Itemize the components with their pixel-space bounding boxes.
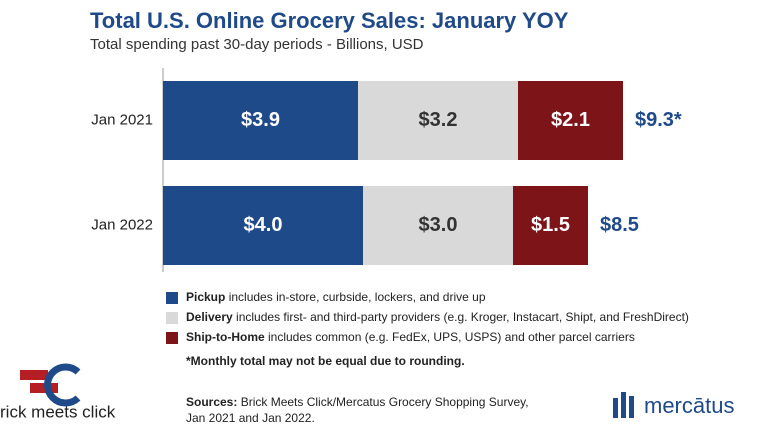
- logo-shape: [629, 396, 634, 418]
- source-label: Sources:: [186, 395, 237, 409]
- legend-name: Pickup: [186, 290, 225, 304]
- note: *Monthly total may not be equal due to r…: [186, 354, 465, 368]
- value-label: $4.0: [244, 214, 283, 236]
- logo-shape: [613, 398, 618, 418]
- logo-text: rick meets click: [0, 402, 116, 421]
- value-label: $2.1: [551, 109, 590, 131]
- bar-segment: [363, 186, 513, 265]
- legend-swatch: [166, 332, 178, 344]
- logo-shape: [20, 370, 48, 380]
- value-label: $3.0: [419, 214, 458, 236]
- logo-text: mercātus: [644, 393, 734, 418]
- source: Sources: Brick Meets Click/Mercatus Groc…: [186, 395, 529, 409]
- bar-segment: [163, 186, 363, 265]
- legend-description: includes common (e.g. FedEx, UPS, USPS) …: [268, 330, 635, 344]
- bar-segment: [163, 81, 358, 160]
- source-line: Brick Meets Click/Mercatus Grocery Shopp…: [241, 395, 529, 409]
- mercatus-logo: mercātus: [613, 392, 734, 418]
- legend-swatch: [166, 292, 178, 304]
- logo-shape: [30, 383, 58, 393]
- value-label: $1.5: [531, 214, 570, 236]
- value-label: $3.2: [419, 109, 458, 131]
- chart-subtitle: Total spending past 30-day periods - Bil…: [90, 36, 424, 53]
- legend-swatch: [166, 312, 178, 324]
- legend-entry: Ship-to-Home includes common (e.g. FedEx…: [186, 330, 635, 344]
- y-tick-label: Jan 2021: [91, 111, 153, 128]
- total-label: $8.5: [600, 214, 639, 236]
- logo-shape: [44, 363, 81, 407]
- legend-entry: Delivery includes first- and third-party…: [186, 310, 689, 324]
- bar-segment: [513, 186, 588, 265]
- chart-title: Total U.S. Online Grocery Sales: January…: [90, 8, 569, 33]
- total-label: $9.3*: [635, 109, 682, 131]
- legend-name: Delivery: [186, 310, 233, 324]
- bar-segment: [358, 81, 518, 160]
- legend-description: includes first- and third-party provider…: [236, 310, 689, 324]
- legend-name: Ship-to-Home: [186, 330, 265, 344]
- y-tick-label: Jan 2022: [91, 216, 153, 233]
- brick-logo: rick meets click: [0, 363, 116, 421]
- logo-shape: [621, 392, 626, 418]
- value-label: $3.9: [241, 109, 280, 131]
- legend-description: includes in-store, curbside, lockers, an…: [229, 290, 486, 304]
- legend-entry: Pickup includes in-store, curbside, lock…: [186, 290, 486, 304]
- source-line: Jan 2021 and Jan 2022.: [186, 411, 315, 425]
- bar-segment: [518, 81, 623, 160]
